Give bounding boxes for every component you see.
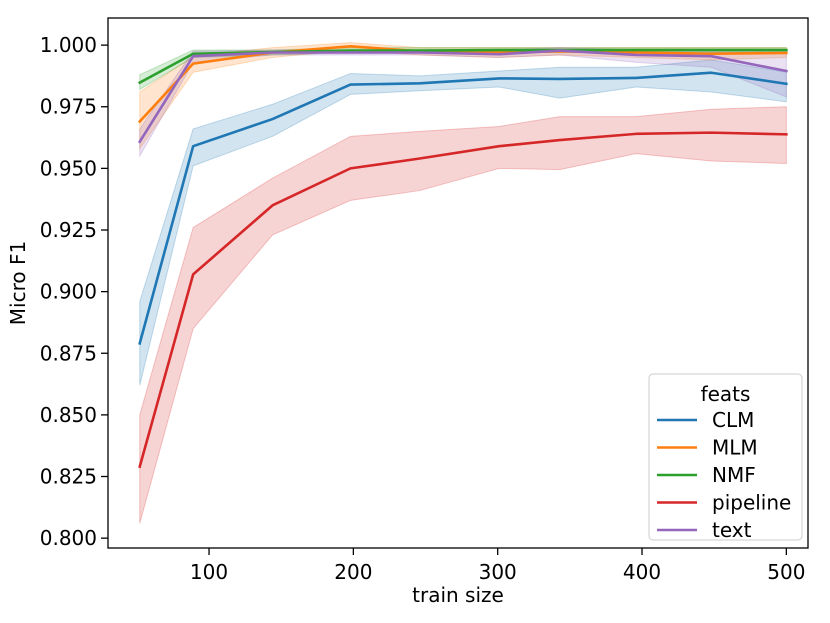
y-tick-label: 0.900 — [40, 280, 97, 304]
y-tick-label: 0.925 — [40, 218, 97, 242]
legend-box — [648, 373, 803, 541]
series-lines — [137, 45, 788, 469]
x-axis-ticks: 100 200 300 400 500 — [190, 548, 805, 584]
y-tick-label: 0.950 — [40, 156, 97, 180]
y-tick-label: 0.975 — [40, 95, 97, 119]
y-tick-label: 0.875 — [40, 341, 97, 365]
x-tick-label: 500 — [767, 560, 805, 584]
band-CLM — [139, 59, 787, 386]
x-tick-label: 200 — [334, 560, 372, 584]
band-pipeline — [139, 106, 787, 524]
legend: feats CLM MLM NMF pipeline text — [648, 373, 803, 542]
legend-label-NMF: NMF — [712, 463, 756, 487]
y-axis-label: Micro F1 — [6, 241, 30, 325]
x-tick-label: 400 — [623, 560, 661, 584]
line-pipeline — [138, 131, 788, 469]
plot-frame — [107, 17, 809, 549]
legend-title: feats — [701, 382, 751, 406]
line-text — [137, 49, 788, 144]
legend-label-text: text — [712, 518, 752, 542]
y-tick-label: 0.825 — [40, 465, 97, 489]
line-NMF — [137, 48, 788, 85]
legend-label-CLM: CLM — [712, 408, 754, 432]
x-axis-label: train size — [412, 583, 504, 607]
legend-items: CLM MLM NMF pipeline text — [657, 408, 791, 542]
legend-label-MLM: MLM — [712, 436, 758, 460]
legend-label-pipeline: pipeline — [712, 491, 791, 515]
y-tick-label: 0.800 — [40, 526, 97, 550]
line-CLM — [138, 71, 788, 345]
x-tick-label: 300 — [479, 560, 517, 584]
y-tick-label: 1.000 — [40, 33, 97, 57]
y-axis-ticks: 0.800 0.825 0.850 0.875 0.900 0.925 0.950 0.975… — [40, 33, 108, 550]
x-tick-label: 100 — [190, 560, 228, 584]
line-MLM — [137, 45, 788, 124]
y-tick-label: 0.850 — [40, 403, 97, 427]
